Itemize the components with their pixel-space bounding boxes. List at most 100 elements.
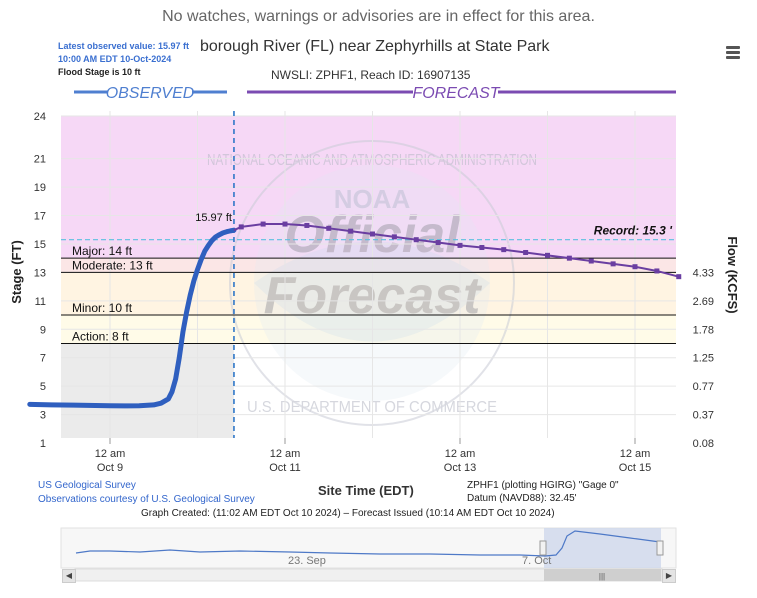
y-tick-label: 1 — [40, 438, 46, 450]
scroll-left-button[interactable]: ◀ — [62, 569, 76, 583]
scrollbar-thumb — [544, 569, 661, 581]
flow-tick-label: 1.78 — [693, 324, 714, 336]
advisory-banner: No watches, warnings or advisories are i… — [162, 8, 595, 25]
forecast-point — [282, 221, 288, 227]
x-tick-label: 12 am — [270, 448, 301, 460]
observed-point — [211, 239, 213, 242]
forecast-point — [413, 237, 419, 243]
observed-point — [160, 402, 162, 404]
observed-series-line — [27, 227, 237, 409]
x-tick-date-label: Oct 9 — [97, 462, 123, 474]
x-axis-title: Site Time (EDT) — [318, 483, 414, 498]
observed-point — [214, 236, 217, 238]
threshold-label-major: Major: 14 ft — [72, 244, 133, 258]
flood-stage-note: Flood Stage is 10 ft — [58, 67, 141, 77]
y2-axis-title: Flow (KCFS) — [725, 236, 740, 313]
forecast-point — [632, 264, 638, 270]
y-tick-label: 11 — [35, 296, 46, 308]
observed-period-shade — [61, 343, 234, 438]
flow-tick-label: 0.08 — [693, 438, 714, 450]
observed-point — [225, 230, 228, 233]
y-tick-label: 15 — [34, 239, 46, 251]
observations-courtesy-link[interactable]: Observations courtesy of U.S. Geological… — [38, 494, 255, 505]
flow-tick-label: 1.25 — [693, 353, 714, 365]
y-tick-label: 13 — [34, 267, 46, 279]
chart-subtitle: NWSLI: ZPHF1, Reach ID: 16907135 — [271, 68, 471, 82]
forecast-point — [304, 222, 310, 228]
latest-observed-time: 10:00 AM EDT 10-Oct-2024 — [58, 54, 172, 64]
scrollbar-grip: ||| — [599, 572, 605, 581]
observed-point — [207, 244, 210, 247]
navigator-date-label: 23. Sep — [288, 555, 326, 567]
menu-icon[interactable] — [726, 46, 740, 60]
observed-point — [182, 331, 184, 333]
forecast-point — [523, 249, 529, 255]
forecast-point — [391, 234, 397, 240]
x-tick-date-label: Oct 11 — [269, 462, 301, 474]
y-tick-label: 5 — [40, 381, 46, 393]
x-tick-date-label: Oct 13 — [444, 462, 476, 474]
forecast-point — [370, 231, 375, 237]
flow-tick-label: 4.33 — [693, 267, 714, 279]
observed-point — [203, 250, 206, 252]
flood-category-bands — [61, 116, 676, 438]
site-id-note: ZPHF1 (plotting HGIRG) "Gage 0" — [467, 480, 619, 491]
observed-point — [109, 404, 111, 407]
forecast-point — [566, 255, 572, 261]
forecast-point — [435, 240, 441, 246]
y-tick-label: 24 — [34, 111, 46, 123]
forecast-point — [479, 245, 485, 251]
forecast-point — [457, 242, 463, 248]
forecast-point — [260, 221, 266, 227]
y-tick-label: 19 — [34, 182, 46, 194]
forecast-point — [588, 258, 594, 264]
observed-point — [94, 404, 97, 407]
moderate-band — [61, 258, 676, 273]
y-tick-label: 3 — [40, 410, 46, 422]
y-axis-title: Stage (FT) — [9, 240, 24, 304]
y-tick-label: 21 — [34, 154, 46, 166]
latest-observed-value: Latest observed value: 15.97 ft — [58, 41, 190, 51]
flow-tick-label: 0.37 — [693, 410, 714, 422]
forecast-point — [348, 228, 354, 234]
flow-tick-label: 2.69 — [693, 296, 714, 308]
forecast-point — [238, 224, 244, 230]
graph-created-note: Graph Created: (11:02 AM EDT Oct 10 2024… — [141, 508, 555, 519]
watermark-forecast: Forecast — [264, 267, 483, 325]
observed-point — [218, 233, 221, 236]
navigator-handle-left — [539, 540, 547, 556]
latest-observed-box: Latest observed value: 15.97 ft 10:00 AM… — [58, 40, 189, 79]
forecast-point — [676, 274, 682, 280]
forecast-header-label: FORECAST — [412, 85, 500, 102]
navigator[interactable]: 23. Sep 7. Oct ||| — [60, 527, 677, 582]
observed-point — [50, 404, 53, 406]
usgs-link[interactable]: US Geological Survey — [38, 480, 136, 491]
last-observed-label: 15.97 ft — [195, 212, 232, 224]
datum-note: Datum (NAVD88): 32.45' — [467, 493, 577, 504]
record-label: Record: 15.3 ' — [594, 224, 673, 238]
forecast-point — [501, 247, 507, 253]
flow-tick-label: 0.77 — [693, 381, 714, 393]
observed-point — [138, 404, 140, 407]
observed-point — [171, 391, 173, 393]
navigator-date-label: 7. Oct — [522, 555, 551, 567]
x-tick-label: 12 am — [95, 448, 126, 460]
x-tick-label: 12 am — [445, 448, 476, 460]
y-tick-label: 7 — [40, 353, 46, 365]
observed-point — [229, 230, 232, 232]
threshold-label-action: Action: 8 ft — [72, 329, 129, 343]
observed-point — [167, 398, 170, 400]
navigator-series — [75, 530, 661, 557]
observed-point — [222, 232, 224, 234]
forecast-series-line — [233, 223, 680, 278]
observed-point — [200, 258, 202, 261]
forecast-point — [545, 252, 550, 258]
scroll-right-button[interactable]: ▶ — [662, 569, 676, 583]
observed-point — [196, 268, 199, 271]
navigator-handle-right — [656, 540, 664, 556]
observed-header-label: OBSERVED — [106, 85, 195, 102]
x-tick-label: 12 am — [620, 448, 651, 460]
chart-title: borough River (FL) near Zephyrhills at S… — [200, 38, 550, 55]
